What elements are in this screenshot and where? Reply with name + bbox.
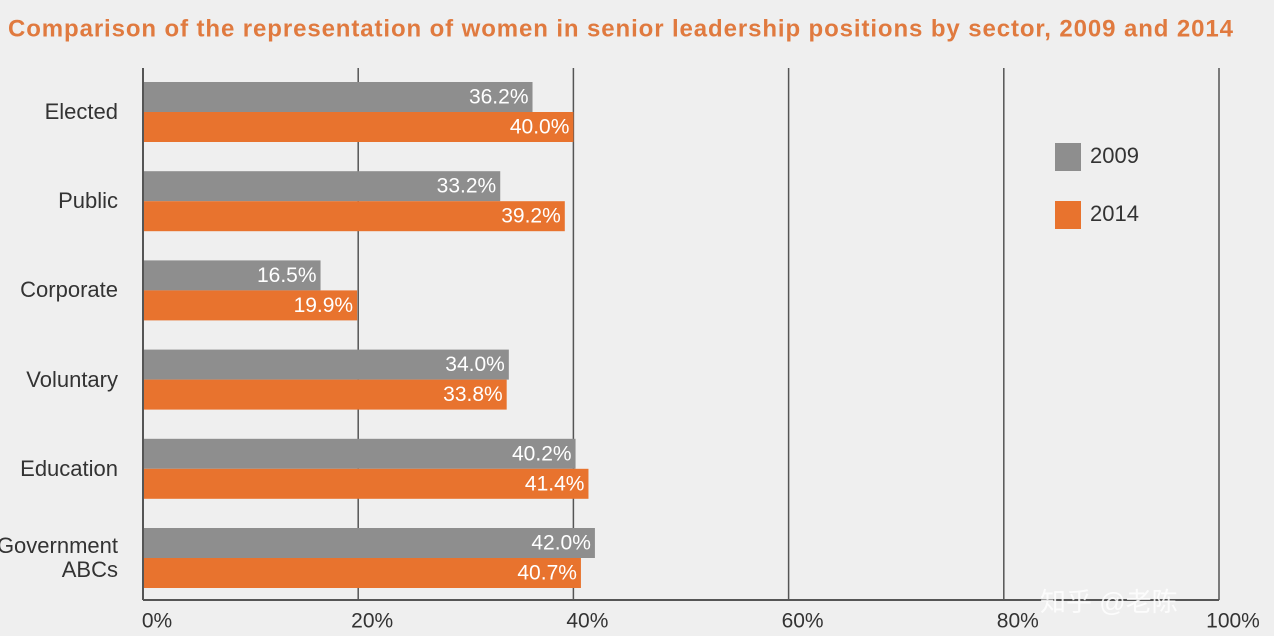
y-tick-label: Government ABCs [0,533,118,582]
value-label: 16.5% [257,264,317,287]
legend-swatch [1055,201,1081,229]
value-label: 42.0% [531,532,591,555]
bar [143,468,589,499]
x-tick-label: 20% [351,610,393,633]
value-label: 40.7% [517,562,577,585]
value-label: 33.2% [437,175,497,198]
bar [143,82,533,112]
y-tick-label: Corporate [20,277,118,303]
y-tick-label: Elected [44,99,118,124]
bar [143,558,581,588]
value-label: 40.0% [510,116,570,139]
x-tick-label: 40% [566,610,608,633]
bar [143,379,507,410]
watermark: 知乎 @老陈 [1040,587,1178,617]
legend-label: 2009 [1090,143,1139,168]
bar [143,528,595,558]
bar [143,290,358,321]
value-label: 36.2% [469,86,529,109]
y-tick-label: Education [20,455,118,481]
y-tick-label: Public [58,188,118,214]
chart-title: Comparison of the representation of wome… [8,15,1234,42]
x-tick-label: 100% [1206,610,1260,633]
x-tick-label: 0% [142,610,172,633]
bar [143,438,576,469]
bar [143,201,565,232]
value-label: 33.8% [443,383,503,406]
value-label: 39.2% [501,205,561,228]
x-tick-label: 80% [997,610,1039,633]
value-label: 19.9% [294,294,354,317]
bar [143,260,321,291]
value-label: 34.0% [445,353,505,376]
legend-label: 2014 [1090,201,1139,226]
value-label: 40.2% [512,442,572,465]
y-tick-label: Voluntary [26,366,118,392]
bar [143,171,501,202]
legend-swatch [1055,143,1081,171]
x-tick-label: 60% [782,610,824,633]
bar [143,112,574,142]
bar [143,349,509,380]
value-label: 41.4% [525,472,585,495]
